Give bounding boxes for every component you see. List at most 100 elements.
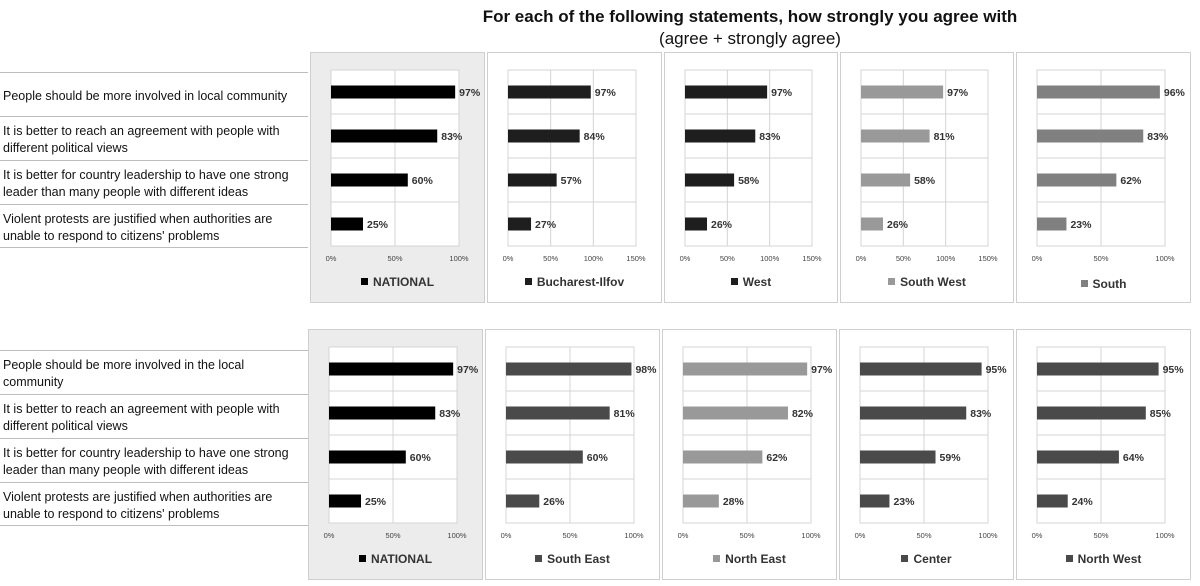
bar bbox=[861, 85, 944, 99]
data-label: 83% bbox=[759, 131, 781, 143]
chart-panel-national-top: 0% 50% 100% 97% 83% 60% 25% NATIONAL bbox=[310, 52, 485, 303]
tick-label: 100% bbox=[936, 254, 956, 263]
data-label: 24% bbox=[1072, 496, 1094, 508]
tick-label: 50% bbox=[739, 531, 754, 540]
legend-label: South East bbox=[547, 552, 610, 566]
data-label: 27% bbox=[535, 219, 557, 231]
legend-label: Center bbox=[913, 552, 952, 566]
tick-label: 100% bbox=[1155, 254, 1175, 263]
data-label: 57% bbox=[561, 175, 583, 187]
bar bbox=[331, 217, 363, 231]
tick-label: 100% bbox=[449, 254, 469, 263]
legend-swatch bbox=[730, 278, 738, 285]
legend-swatch bbox=[713, 555, 721, 562]
statement-label: People should be more involved in local … bbox=[0, 72, 308, 116]
chart-panel-south-east: 0% 50% 100% 98% 81% 60% 26% South East bbox=[485, 329, 660, 580]
chart-panel-north-west: 0% 50% 100% 95% 85% 64% 24% North West bbox=[1016, 329, 1191, 580]
chart-panel-west: 0% 50% 100% 150% 97% 83% 58% 26% West bbox=[664, 52, 838, 303]
chart-title: For each of the following statements, ho… bbox=[300, 6, 1200, 50]
plot-area: 0% 50% 100% 96% 83% 62% 23% bbox=[1032, 69, 1186, 263]
tick-label: 50% bbox=[387, 254, 402, 263]
chart-panel-north-east: 0% 50% 100% 97% 82% 62% 28% North East bbox=[662, 329, 837, 580]
legend-swatch bbox=[888, 278, 896, 285]
tick-label: 50% bbox=[896, 254, 911, 263]
bar bbox=[506, 450, 583, 464]
data-label: 26% bbox=[711, 219, 733, 231]
bar bbox=[685, 173, 735, 187]
legend-label: West bbox=[742, 275, 772, 289]
legend: South East bbox=[486, 552, 659, 566]
legend: South West bbox=[841, 275, 1013, 289]
bar bbox=[685, 85, 768, 99]
data-label: 82% bbox=[792, 408, 814, 420]
statement-label: Violent protests are justified when auth… bbox=[0, 204, 308, 248]
legend-swatch bbox=[901, 555, 909, 562]
legend: Bucharest-Ilfov bbox=[488, 275, 661, 289]
bar bbox=[860, 362, 982, 376]
bar bbox=[508, 85, 591, 99]
tick-label: 0% bbox=[326, 254, 337, 263]
bar bbox=[331, 173, 408, 187]
data-label: 97% bbox=[595, 87, 617, 99]
tick-label: 150% bbox=[802, 254, 822, 263]
data-label: 26% bbox=[887, 219, 909, 231]
tick-label: 150% bbox=[626, 254, 646, 263]
data-label: 84% bbox=[584, 131, 606, 143]
tick-label: 100% bbox=[978, 531, 998, 540]
tick-label: 100% bbox=[584, 254, 604, 263]
legend-swatch bbox=[1080, 280, 1088, 287]
statement-label: It is better to reach an agreement with … bbox=[0, 116, 308, 160]
data-label: 60% bbox=[587, 452, 609, 464]
plot-area: 0% 50% 100% 95% 85% 64% 24% bbox=[1032, 346, 1185, 540]
statement-label: Violent protests are justified when auth… bbox=[0, 482, 308, 526]
bar bbox=[860, 494, 890, 508]
legend-swatch bbox=[524, 278, 532, 285]
data-label: 95% bbox=[1163, 364, 1185, 376]
bar bbox=[506, 494, 540, 508]
legend: North East bbox=[663, 552, 836, 566]
data-label: 62% bbox=[1120, 175, 1142, 187]
data-label: 58% bbox=[914, 175, 936, 187]
tick-label: 50% bbox=[1093, 531, 1108, 540]
bar bbox=[1037, 362, 1159, 376]
tick-label: 0% bbox=[855, 531, 866, 540]
bar bbox=[1037, 450, 1119, 464]
legend: North West bbox=[1017, 552, 1190, 566]
tick-label: 50% bbox=[720, 254, 735, 263]
tick-label: 100% bbox=[624, 531, 644, 540]
statement-label: It is better for country leadership to h… bbox=[0, 438, 308, 482]
legend-label: North West bbox=[1077, 552, 1142, 566]
bar bbox=[508, 129, 580, 143]
data-label: 28% bbox=[723, 496, 745, 508]
tick-label: 100% bbox=[760, 254, 780, 263]
statement-label: It is better to reach an agreement with … bbox=[0, 394, 308, 438]
bar bbox=[508, 217, 532, 231]
bar bbox=[331, 85, 456, 99]
bar bbox=[861, 173, 911, 187]
tick-label: 50% bbox=[1093, 254, 1108, 263]
legend-label: South bbox=[1092, 277, 1127, 291]
data-label: 97% bbox=[947, 87, 969, 99]
legend-swatch bbox=[535, 555, 543, 562]
bar bbox=[685, 129, 756, 143]
data-label: 97% bbox=[771, 87, 793, 99]
bar bbox=[508, 173, 557, 187]
legend-label: NATIONAL bbox=[372, 275, 435, 289]
data-label: 26% bbox=[543, 496, 565, 508]
bar bbox=[683, 494, 719, 508]
chart-panel-national-bottom: 0% 50% 100% 97% 83% 60% 25% NATIONAL bbox=[308, 329, 483, 580]
legend: South bbox=[1017, 277, 1190, 291]
bar bbox=[329, 494, 361, 508]
bar bbox=[861, 217, 884, 231]
tick-label: 150% bbox=[978, 254, 998, 263]
tick-label: 50% bbox=[385, 531, 400, 540]
bar bbox=[506, 406, 610, 420]
plot-area: 0% 50% 100% 97% 82% 62% 28% bbox=[678, 346, 833, 540]
tick-label: 0% bbox=[1032, 254, 1043, 263]
legend: West bbox=[665, 275, 837, 289]
data-label: 23% bbox=[1070, 219, 1092, 231]
data-label: 64% bbox=[1123, 452, 1145, 464]
data-label: 60% bbox=[412, 175, 434, 187]
bar bbox=[329, 362, 454, 376]
bar bbox=[1037, 85, 1160, 99]
